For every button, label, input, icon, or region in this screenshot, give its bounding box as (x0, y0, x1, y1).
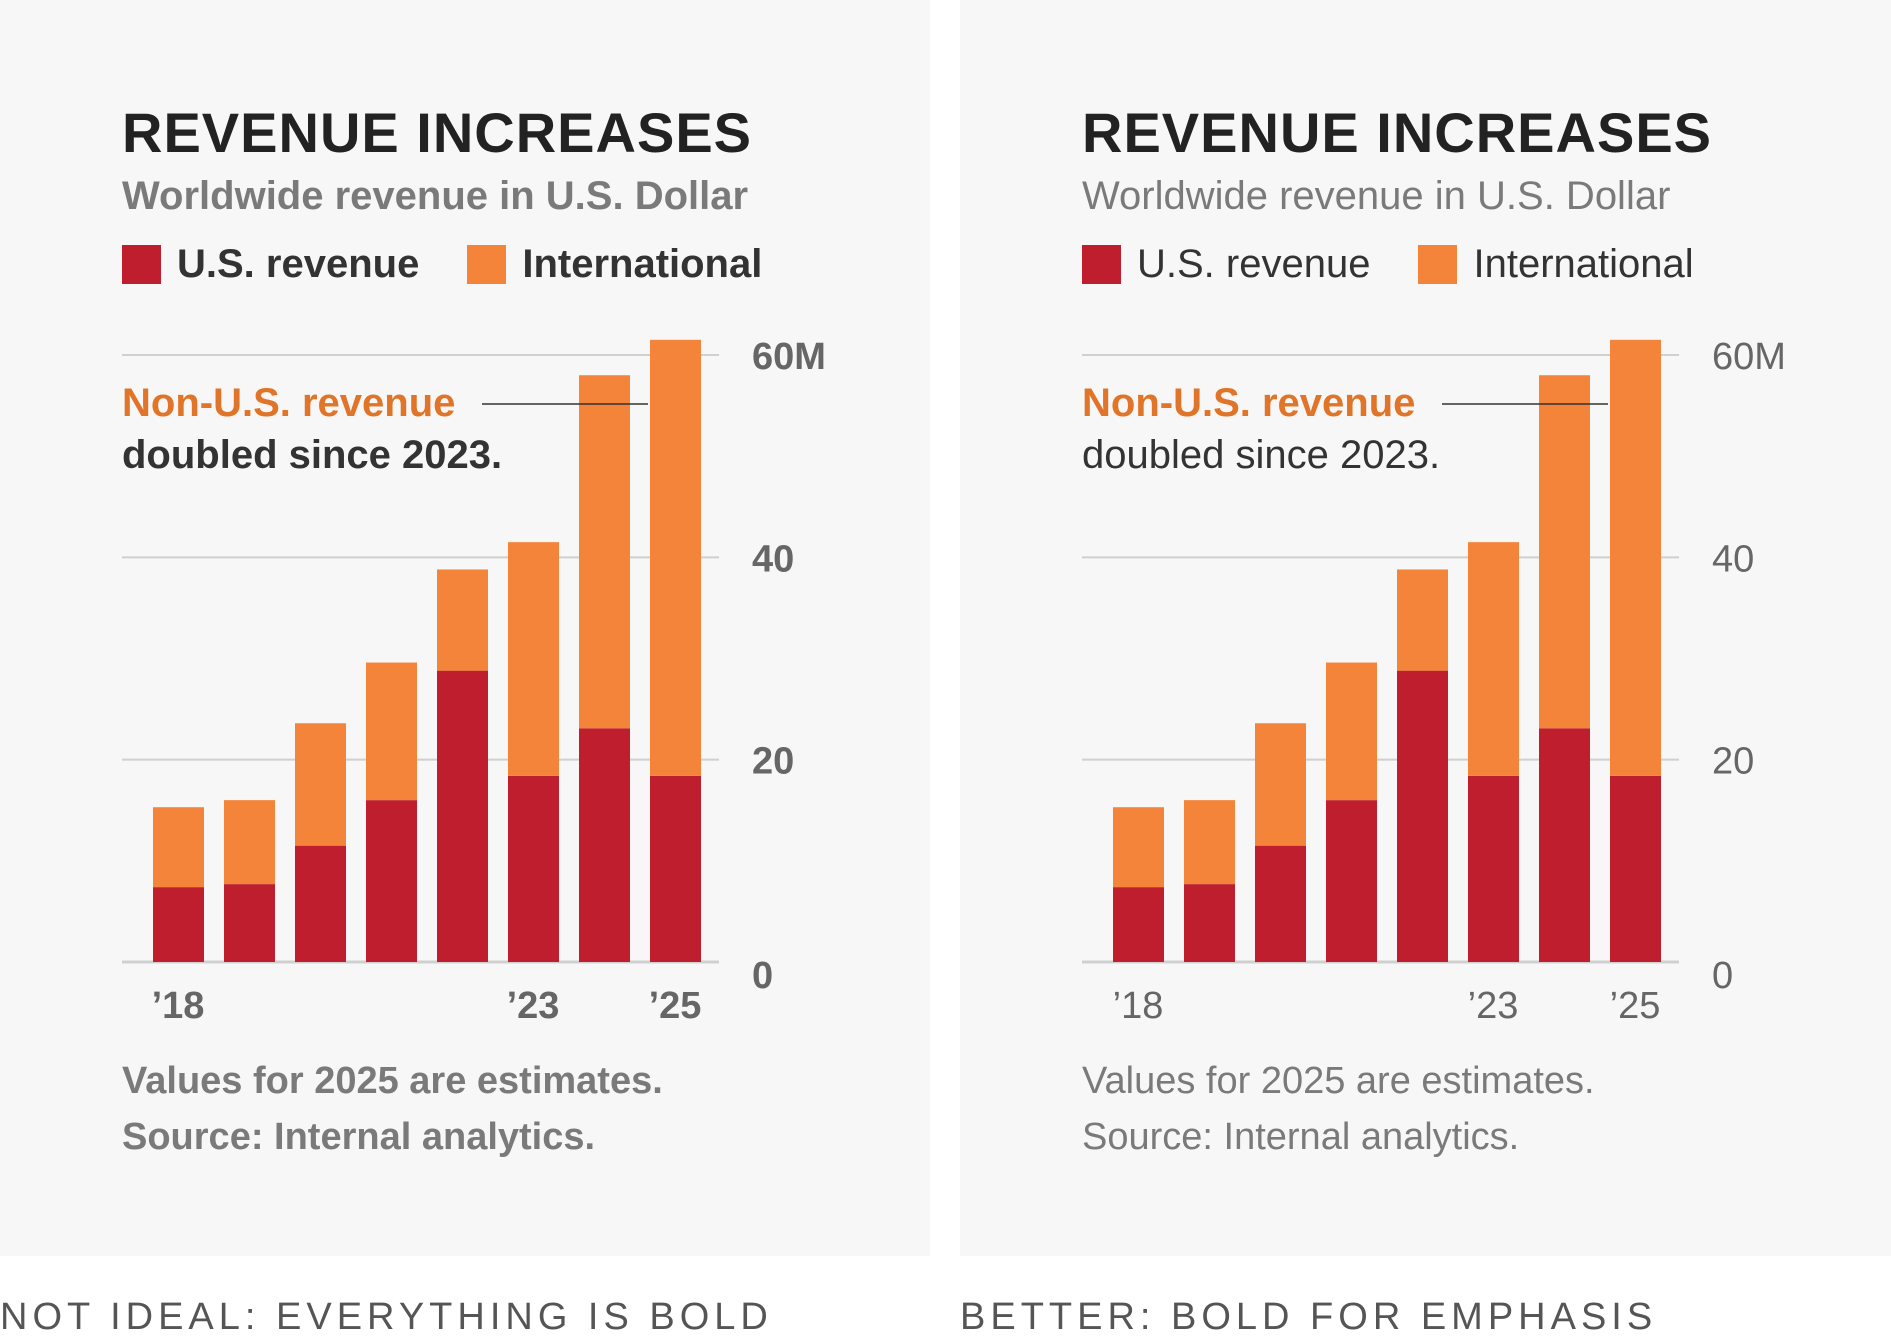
bar-us-2018 (153, 887, 204, 962)
bar-international-2025 (650, 339, 701, 776)
bar-us-2019 (1184, 884, 1235, 962)
bar-international-2020 (295, 723, 346, 846)
legend-swatch-international (467, 245, 507, 284)
bar-us-2023 (1468, 775, 1519, 962)
x-tick-label: ’25 (649, 985, 702, 1027)
bar-us-2022 (1397, 670, 1448, 962)
legend-label-us: U.S. revenue (1137, 242, 1371, 286)
legend: U.S. revenue International (122, 242, 810, 287)
panel-not-ideal: REVENUE INCREASES Worldwide revenue in U… (0, 0, 930, 1256)
x-tick-label: ’25 (1610, 985, 1661, 1027)
bar-international-2024 (579, 375, 630, 729)
bar-international-2022 (1397, 569, 1448, 671)
panel-better: REVENUE INCREASES Worldwide revenue in U… (960, 0, 1891, 1256)
caption-better: BETTER: BOLD FOR EMPHASIS (960, 1296, 1658, 1338)
bar-international-2023 (1468, 542, 1519, 776)
annotation-highlight: Non-U.S. revenue (1082, 381, 1415, 425)
bar-international-2024 (1539, 375, 1590, 729)
note-estimates: Values for 2025 are estimates. (122, 1060, 663, 1102)
y-tick-label: 20 (1712, 741, 1754, 783)
caption-not-ideal: NOT IDEAL: EVERYTHING IS BOLD (0, 1296, 773, 1338)
chart-title: REVENUE INCREASES (1082, 101, 1713, 164)
annotation-text: doubled since 2023. (1082, 433, 1440, 477)
bar-us-2025 (650, 775, 701, 962)
annotation-highlight: Non-U.S. revenue (122, 381, 455, 425)
y-tick-label: 60M (1712, 336, 1786, 378)
bar-international-2022 (437, 569, 488, 671)
y-tick-label: 0 (1712, 955, 1733, 997)
bar-us-2025 (1610, 775, 1661, 962)
x-tick-label: ’23 (507, 985, 560, 1027)
note-source: Source: Internal analytics. (122, 1116, 596, 1158)
bar-international-2020 (1255, 723, 1306, 846)
legend-label-international: International (522, 242, 763, 286)
y-tick-label: 40 (1712, 538, 1754, 580)
bar-international-2021 (366, 662, 417, 801)
legend-label-international: International (1473, 242, 1694, 286)
bar-us-2018 (1113, 887, 1164, 962)
bar-international-2019 (1184, 800, 1235, 885)
chart-subtitle: Worldwide revenue in U.S. Dollar (1082, 174, 1671, 218)
legend-swatch-international (1418, 245, 1458, 284)
bar-international-2021 (1326, 662, 1377, 801)
bar-us-2019 (224, 884, 275, 962)
y-tick-label: 0 (752, 955, 773, 997)
bar-us-2024 (579, 728, 630, 962)
bar-international-2019 (224, 800, 275, 885)
bar-us-2020 (295, 845, 346, 962)
note-source: Source: Internal analytics. (1082, 1116, 1520, 1158)
chart-subtitle: Worldwide revenue in U.S. Dollar (122, 174, 749, 218)
y-tick-label: 20 (752, 741, 794, 783)
legend: U.S. revenue International (1082, 242, 1742, 287)
stacked-bar-chart: 0 20 40 60M ’18 ’23 ’25 Non-U.S. revenue doubled… (122, 336, 826, 1027)
legend-label-us: U.S. revenue (177, 242, 420, 286)
x-tick-label: ’18 (1113, 985, 1164, 1027)
bar-international-2018 (153, 807, 204, 888)
x-tick-label: ’18 (152, 985, 205, 1027)
bar-international-2023 (508, 542, 559, 776)
bar-us-2021 (1326, 800, 1377, 962)
bar-us-2023 (508, 775, 559, 962)
chart-title: REVENUE INCREASES (122, 101, 753, 164)
legend-swatch-us (122, 245, 161, 284)
y-tick-label: 60M (752, 336, 826, 378)
legend-swatch-us (1082, 245, 1121, 284)
bar-international-2018 (1113, 807, 1164, 888)
bar-us-2020 (1255, 845, 1306, 962)
note-estimates: Values for 2025 are estimates. (1082, 1060, 1595, 1102)
bar-us-2021 (366, 800, 417, 962)
y-tick-label: 40 (752, 538, 794, 580)
bar-us-2024 (1539, 728, 1590, 962)
x-tick-label: ’23 (1468, 985, 1519, 1027)
bar-international-2025 (1610, 339, 1661, 776)
annotation-text: doubled since 2023. (122, 433, 502, 477)
stacked-bar-chart: 0 20 40 60M ’18 ’23 ’25 Non-U.S. revenue doubled… (1082, 336, 1786, 1027)
bar-us-2022 (437, 670, 488, 962)
